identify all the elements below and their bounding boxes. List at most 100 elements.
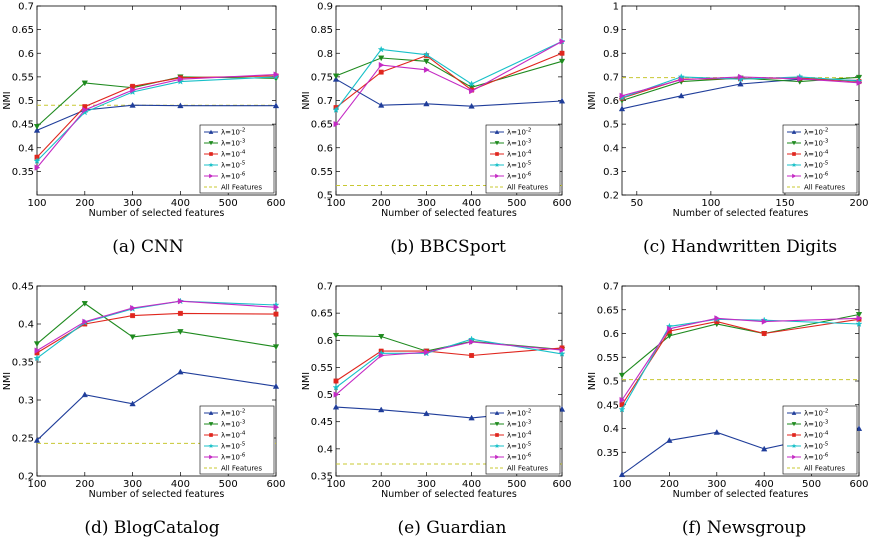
x-tick-label: 600 [266, 479, 285, 490]
data-point [177, 298, 184, 305]
data-point [855, 320, 863, 327]
legend-marker [495, 173, 500, 179]
data-point [33, 354, 41, 362]
y-tick-label: 0.35 [12, 167, 34, 178]
y-tick-label: 0.4 [603, 143, 619, 154]
legend-label: All Features [221, 184, 262, 192]
x-axis-label: Number of selected features [381, 208, 517, 219]
data-point [378, 102, 385, 108]
data-point [797, 75, 803, 82]
y-tick-label: 1 [613, 2, 619, 13]
y-tick-label: 0.5 [317, 191, 333, 202]
data-point [559, 38, 566, 45]
data-point [856, 315, 863, 322]
data-point [619, 402, 625, 408]
x-tick-label: 100 [27, 198, 46, 209]
data-point [618, 471, 626, 478]
legend-label: λ=10-2 [507, 409, 531, 418]
y-tick-label: 0.65 [12, 25, 34, 36]
y-tick-label: 0.35 [12, 358, 34, 369]
data-point [332, 106, 340, 113]
legend-label: λ=10-4 [507, 150, 532, 159]
x-axis-label: Number of selected features [381, 489, 517, 500]
y-tick-label: 0.55 [311, 167, 333, 178]
data-point [469, 87, 475, 95]
x-tick-label: 500 [219, 198, 238, 209]
y-tick-label: 0.2 [18, 472, 34, 483]
data-point [559, 346, 566, 354]
legend-label: λ=10-3 [507, 420, 532, 429]
legend-label: All Features [221, 465, 262, 473]
legend-box [782, 405, 858, 475]
legend-box [199, 405, 275, 475]
panel-caption: (d) BlogCatalog [84, 518, 219, 538]
data-point [332, 73, 340, 80]
data-point [130, 83, 136, 89]
x-tick-label: 200 [75, 198, 94, 209]
data-point [423, 410, 430, 417]
legend-label: λ=10-5 [221, 161, 246, 170]
x-tick-label: 200 [849, 198, 868, 209]
data-point [333, 391, 340, 398]
panel-caption: (f) Newsgroup [682, 518, 806, 538]
data-point [378, 69, 384, 75]
data-point [272, 344, 280, 351]
data-point [666, 437, 673, 443]
x-tick-label: 150 [775, 198, 794, 209]
x-tick-label: 200 [75, 479, 94, 490]
data-point [559, 50, 565, 56]
x-tick-label: 500 [219, 479, 238, 490]
y-tick-label: 0.7 [317, 96, 333, 107]
data-point [33, 127, 41, 133]
data-point [81, 391, 88, 398]
y-tick-label: 0.4 [18, 143, 34, 154]
legend-label: λ=10-2 [221, 128, 245, 137]
legend-label: λ=10-5 [507, 442, 532, 451]
data-point [130, 86, 136, 94]
data-point [130, 313, 136, 319]
panel-caption: (a) CNN [112, 237, 184, 257]
legend-label: All Features [804, 465, 845, 473]
data-point [273, 71, 280, 78]
x-axis-label: Number of selected features [673, 208, 809, 219]
legend-label: λ=10-2 [221, 409, 245, 418]
data-point [378, 352, 385, 359]
data-point [737, 80, 744, 87]
x-axis-label: Number of selected features [89, 208, 225, 219]
legend-label: λ=10-6 [507, 172, 532, 181]
legend-marker [208, 443, 214, 449]
legend-label: λ=10-4 [221, 431, 246, 440]
legend-marker [792, 433, 796, 437]
x-tick-label: 300 [123, 198, 142, 209]
data-point [129, 400, 136, 407]
legend-marker [494, 129, 500, 134]
legend-label: λ=10-2 [804, 409, 828, 418]
data-point [332, 383, 340, 391]
legend-marker [494, 410, 500, 415]
data-point [82, 106, 89, 114]
legend-marker [791, 410, 797, 415]
data-point [377, 45, 385, 53]
data-point [678, 76, 685, 83]
data-point [130, 304, 136, 312]
x-tick-label: 200 [372, 479, 391, 490]
x-tick-label: 100 [701, 198, 720, 209]
legend-label: λ=10-6 [221, 453, 246, 462]
data-point [273, 304, 280, 311]
legend-label: All Features [804, 184, 845, 192]
y-tick-label: 0.5 [317, 390, 333, 401]
x-tick-label: 400 [755, 479, 774, 490]
data-point [177, 76, 184, 83]
legend-label: λ=10-6 [804, 453, 829, 462]
y-tick-label: 0.9 [317, 2, 333, 13]
data-point [378, 55, 385, 62]
y-tick-label: 0.2 [603, 191, 619, 202]
x-tick-label: 600 [849, 479, 868, 490]
y-tick-label: 0.75 [311, 72, 333, 83]
x-tick-label: 300 [417, 198, 436, 209]
y-tick-label: 0.3 [603, 167, 619, 178]
y-tick-label: 0.45 [597, 400, 619, 411]
legend-marker [208, 422, 214, 427]
data-point [666, 333, 673, 340]
data-point [558, 58, 566, 65]
